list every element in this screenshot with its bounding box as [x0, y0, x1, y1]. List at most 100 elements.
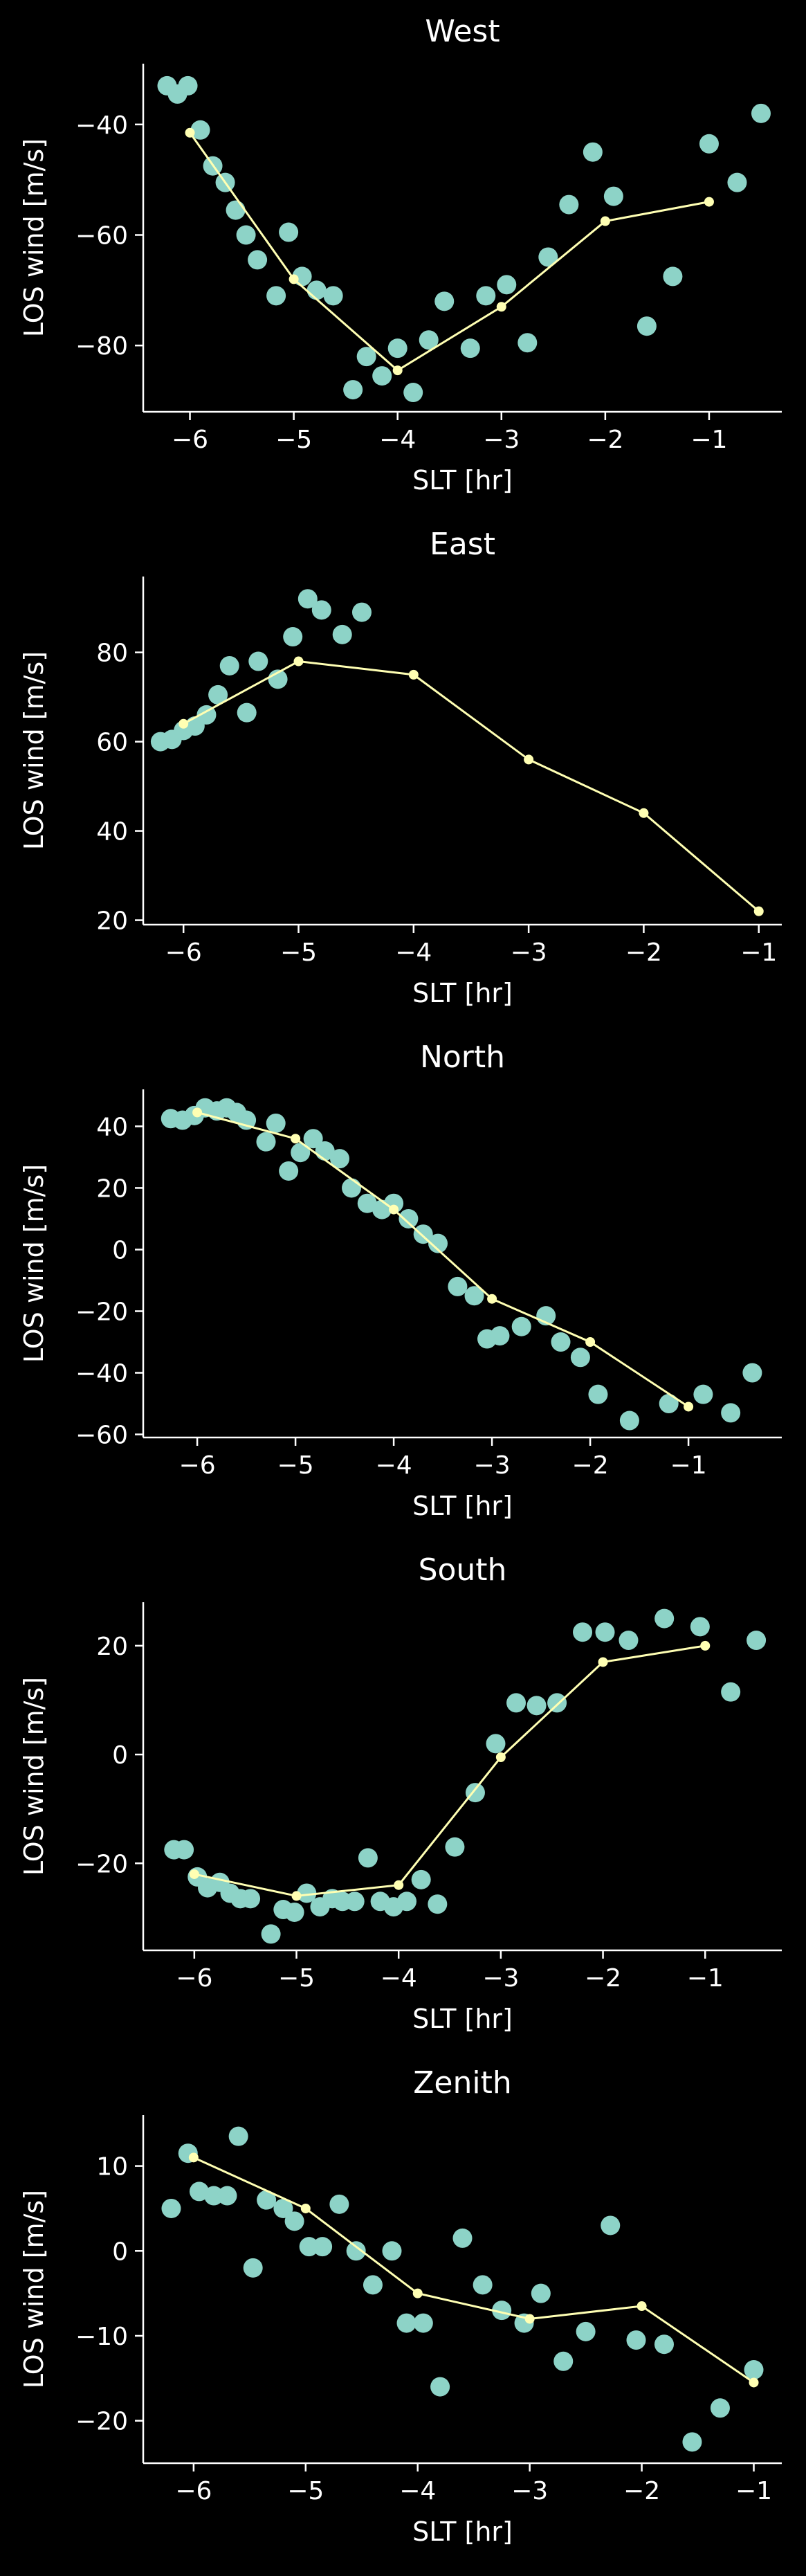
trend-marker [291, 1134, 301, 1144]
scatter-point [553, 2351, 574, 2371]
scatter-point [411, 1869, 431, 1889]
scatter-point [518, 333, 538, 353]
scatter-point [196, 705, 217, 725]
scatter-point [261, 1924, 281, 1944]
x-tick-label: −2 [572, 1451, 609, 1480]
y-tick-label: 0 [112, 1236, 128, 1264]
y-tick-label: 60 [96, 729, 128, 757]
scatter-point [358, 1848, 378, 1868]
scatter-point [576, 2321, 596, 2341]
scatter-point [303, 1129, 323, 1149]
scatter-point [413, 1224, 433, 1244]
x-tick-label: −4 [381, 1964, 417, 1993]
x-tick-label: −3 [511, 938, 547, 967]
trend-marker [639, 808, 649, 818]
scatter-point [619, 1411, 639, 1431]
x-tick-label: −6 [165, 938, 202, 967]
scatter-point [178, 75, 198, 96]
scatter-point [332, 624, 352, 644]
y-axis-label: LOS wind [m/s] [19, 2190, 49, 2388]
scatter-point [279, 1161, 299, 1181]
scatter-point [284, 1902, 304, 1922]
trend-line [194, 1644, 706, 1897]
scatter-point [266, 286, 286, 306]
y-tick-label: 0 [112, 2238, 128, 2266]
scatter-point [236, 225, 256, 245]
x-tick-label: −4 [379, 426, 416, 454]
scatter-point [583, 142, 603, 162]
x-tick-label: −2 [585, 1964, 621, 1993]
scatter-point [682, 2432, 702, 2452]
trend-line [183, 660, 760, 912]
scatter-point [311, 600, 331, 620]
chart-panel-south: South −6 −5 −4 −3 −2 −1 −20 0 20 SLT [hr] LOS wind … [19, 1552, 782, 2034]
trend-marker [293, 656, 304, 666]
trend-marker [394, 1880, 404, 1890]
scatter-point [346, 2241, 366, 2261]
scatter-point [237, 702, 257, 723]
scatter-point [506, 1693, 526, 1713]
trend-marker [178, 718, 189, 729]
scatter-point [329, 2194, 349, 2214]
x-tick-label: −3 [483, 426, 520, 454]
trend-line [189, 131, 710, 372]
chart-panel-zenith: Zenith −6 −5 −4 −3 −2 −1 −20 −10 0 10 SLT [hr] LOS w… [19, 2065, 782, 2547]
y-axis-label: LOS wind [m/s] [19, 138, 49, 337]
trend-marker [636, 2301, 647, 2312]
scatter-point [283, 627, 303, 647]
scatter-point [273, 2198, 293, 2218]
trend-marker [189, 1869, 199, 1879]
scatter-point [588, 1384, 608, 1404]
scatter-point [492, 2301, 512, 2321]
trend-marker [524, 2314, 535, 2324]
y-axis-label: LOS wind [m/s] [19, 1677, 49, 1876]
trend-line [193, 2156, 755, 2384]
x-tick-label: −5 [280, 938, 317, 967]
x-tick-label: −5 [277, 1451, 314, 1480]
scatter-point [497, 275, 517, 295]
trend-marker [704, 197, 714, 207]
scatter-point [626, 2330, 646, 2350]
scatter-point [397, 1892, 417, 1912]
scatter-point [382, 2241, 402, 2261]
trend-line [196, 1111, 689, 1408]
scatter-point [323, 286, 343, 306]
y-axis-label: LOS wind [m/s] [19, 1164, 49, 1363]
scatter-point [284, 2211, 304, 2231]
scatter-point [464, 1286, 484, 1306]
chart-title: West [425, 14, 500, 49]
scatter-point [241, 1889, 261, 1909]
scatter-point [190, 120, 210, 140]
scatter-point [636, 316, 657, 336]
scatter-point [448, 1276, 468, 1296]
y-tick-label: −60 [75, 222, 128, 251]
scatter-point [742, 1363, 762, 1383]
y-tick-label: −40 [75, 1360, 128, 1388]
scatter-point [573, 1622, 593, 1642]
scatter-point [430, 2377, 450, 2397]
scatter-point [266, 1113, 286, 1133]
scatter-point [248, 651, 268, 671]
scatter-point [297, 1883, 317, 1903]
trend-marker [408, 669, 419, 680]
x-tick-label: −3 [511, 2477, 548, 2505]
scatter-point [693, 1384, 713, 1404]
x-tick-label: −6 [175, 2477, 212, 2505]
scatter-point [595, 1622, 615, 1642]
y-tick-label: −40 [75, 111, 128, 140]
scatter-point [659, 1394, 679, 1414]
x-axis-label: SLT [hr] [412, 2516, 513, 2547]
scatter-point [744, 2360, 764, 2380]
x-tick-label: −4 [399, 2477, 436, 2505]
scatter-point [356, 347, 376, 367]
y-tick-label: 20 [96, 1174, 128, 1203]
scatter-point [291, 1143, 311, 1163]
x-tick-label: −3 [474, 1451, 511, 1480]
x-tick-label: −1 [740, 938, 777, 967]
scatter-point [226, 200, 246, 220]
trend-marker [288, 274, 299, 284]
scatter-point [538, 247, 558, 267]
trend-marker [192, 1107, 203, 1118]
y-axis-label: LOS wind [m/s] [19, 651, 49, 850]
